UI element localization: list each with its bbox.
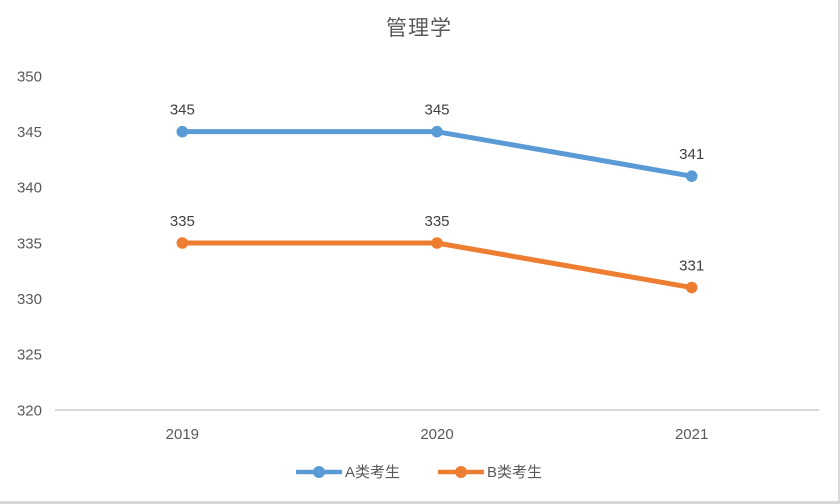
- y-tick-label: 350: [17, 68, 42, 85]
- y-tick-label: 340: [17, 180, 42, 197]
- series-line-1: [179, 240, 695, 291]
- data-label: 341: [679, 146, 704, 163]
- y-tick-label: 330: [17, 291, 42, 308]
- x-tick-label: 2020: [420, 426, 453, 443]
- data-label: 331: [679, 258, 704, 275]
- chart-title: 管理学: [386, 17, 452, 40]
- x-tick-label: 2021: [675, 426, 708, 443]
- y-tick-label: 345: [17, 124, 42, 141]
- data-point-marker-icon: [176, 237, 189, 249]
- x-tick-label: 2019: [166, 426, 199, 443]
- legend-item-series-b: B类考生: [438, 461, 542, 482]
- data-point-marker-icon: [431, 125, 443, 138]
- series-line-0: [179, 129, 695, 179]
- y-tick-label: 320: [17, 402, 42, 419]
- data-label: 335: [170, 213, 195, 230]
- y-tick-label: 335: [17, 235, 42, 252]
- data-point-marker-icon: [176, 125, 189, 138]
- legend-swatch-line-marker-icon: [295, 465, 342, 478]
- data-point-marker-icon: [431, 237, 443, 249]
- y-tick-label: 325: [17, 347, 42, 364]
- data-label: 345: [424, 102, 449, 119]
- legend-swatch-line-marker-icon: [438, 465, 484, 478]
- legend-item-series-a: A类考生: [295, 461, 400, 482]
- data-point-marker-icon: [685, 281, 698, 294]
- legend: A类考生 B类考生: [0, 461, 838, 482]
- legend-label-series-b: B类考生: [487, 464, 543, 481]
- data-label: 345: [170, 102, 195, 119]
- data-label: 335: [424, 213, 449, 230]
- legend-label-series-a: A类考生: [344, 464, 400, 481]
- data-point-marker-icon: [685, 170, 698, 182]
